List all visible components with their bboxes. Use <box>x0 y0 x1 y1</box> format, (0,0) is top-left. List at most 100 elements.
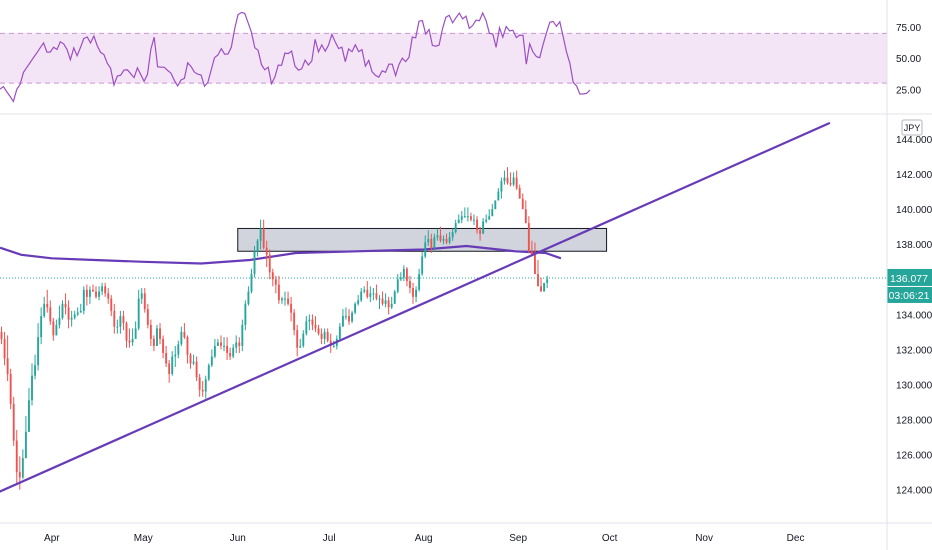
candle <box>384 293 387 308</box>
candle-body <box>503 177 506 182</box>
candle <box>101 282 104 296</box>
candle-body <box>226 345 229 353</box>
rsi-tick-label: 75.00 <box>896 23 921 34</box>
candle <box>43 296 46 318</box>
candle <box>265 240 268 268</box>
candle <box>180 326 183 346</box>
candle <box>494 200 497 210</box>
candle <box>238 337 241 353</box>
candle <box>357 295 360 306</box>
candle-body <box>348 316 350 322</box>
candle <box>329 333 332 353</box>
candle-body <box>491 209 494 217</box>
candle-body <box>415 289 418 297</box>
candle <box>433 233 436 252</box>
candle-body <box>424 242 427 257</box>
candle <box>9 368 12 410</box>
candle <box>204 375 207 399</box>
candle <box>274 275 277 294</box>
candle-body <box>210 356 213 366</box>
candle-body <box>183 331 186 338</box>
candle <box>52 317 55 341</box>
candle-body <box>46 303 49 308</box>
price-tick-label: 126.000 <box>896 451 932 462</box>
candle-body <box>323 331 326 339</box>
candle <box>479 226 482 241</box>
candle-body <box>134 328 137 339</box>
candle <box>293 309 296 336</box>
candle-body <box>329 340 332 346</box>
currency-badge[interactable]: JPY <box>901 119 923 136</box>
candle <box>439 226 442 243</box>
candle <box>210 349 213 367</box>
candle-body <box>479 230 482 234</box>
candle-body <box>122 316 125 324</box>
time-axis[interactable]: Apr May Jun Jul Aug Sep Oct Nov Dec <box>0 522 932 544</box>
candle-body <box>101 286 104 292</box>
candle <box>40 307 43 345</box>
candle <box>177 340 180 359</box>
candle <box>424 235 427 259</box>
candle-body <box>110 298 113 311</box>
candle-body <box>61 303 64 318</box>
candle <box>527 216 530 254</box>
candle <box>143 288 146 313</box>
candle <box>201 380 204 397</box>
candle-body <box>85 289 88 297</box>
price-tick-label: 140.000 <box>896 205 932 216</box>
candle <box>430 233 433 254</box>
candle <box>95 286 97 299</box>
candle-body <box>52 321 55 336</box>
candle-body <box>162 338 165 353</box>
candle <box>323 328 326 345</box>
candle <box>524 200 527 224</box>
candle-body <box>159 328 161 339</box>
candle-body <box>12 403 15 441</box>
candle-body <box>95 291 97 297</box>
candle <box>216 338 219 346</box>
candle-body <box>198 377 201 390</box>
rsi-tick-label: 50.00 <box>896 54 921 65</box>
candle-body <box>378 298 381 300</box>
candle-body <box>149 324 152 339</box>
candle <box>500 177 503 199</box>
candle-body <box>463 216 466 218</box>
candle-body <box>341 316 344 327</box>
candle-body <box>271 272 274 280</box>
candle-body <box>375 293 378 299</box>
time-axis-label: Dec <box>787 533 805 544</box>
candle-body <box>402 268 405 278</box>
candle-body <box>363 289 366 292</box>
candle-body <box>476 219 478 231</box>
candle <box>125 321 128 348</box>
candle <box>92 284 94 292</box>
candle-body <box>442 238 445 241</box>
candle <box>159 323 161 345</box>
candle <box>18 456 21 490</box>
ascending-trendline[interactable] <box>0 122 831 493</box>
candle-body <box>58 317 61 325</box>
candle <box>399 272 402 282</box>
candle <box>360 288 363 303</box>
price-pane: 124.000 126.000 128.000 130.000 132.000 134.0… <box>0 119 932 497</box>
candle-body <box>125 323 128 341</box>
candle <box>302 330 305 348</box>
candle-body <box>18 472 21 478</box>
candle-body <box>454 223 457 232</box>
currency-label: JPY <box>904 123 921 133</box>
candle <box>73 310 76 320</box>
candle <box>442 235 445 245</box>
candle <box>186 335 189 364</box>
candle <box>15 430 18 485</box>
candle <box>466 207 469 222</box>
candle-body <box>265 247 268 255</box>
candle-body <box>396 279 399 292</box>
candle-body <box>320 333 323 339</box>
candle <box>6 335 9 381</box>
price-tick-label: 138.000 <box>896 240 932 251</box>
candle <box>469 212 472 222</box>
candle-body <box>247 291 250 304</box>
candle <box>445 233 448 245</box>
candlesticks <box>0 167 549 490</box>
candle-body <box>372 293 375 295</box>
